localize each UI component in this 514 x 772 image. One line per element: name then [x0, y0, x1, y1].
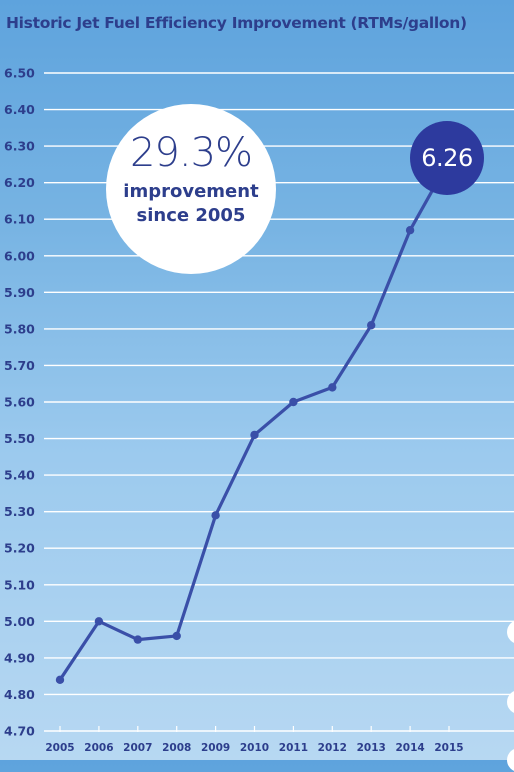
improvement-text-line1: improvement: [123, 181, 259, 202]
y-tick-label: 6.30: [4, 139, 35, 154]
decorative-circle: [507, 620, 514, 644]
data-point: [328, 383, 337, 392]
x-tick-label: 2006: [84, 742, 113, 754]
y-tick-label: 6.40: [4, 102, 35, 117]
data-point: [289, 397, 298, 407]
x-tick-label: 2011: [279, 742, 308, 754]
y-tick-label: 5.30: [4, 504, 35, 519]
chart-title: Historic Jet Fuel Efficiency Improvement…: [6, 14, 467, 32]
improvement-text-line2: since 2005: [136, 205, 246, 226]
x-axis-ticks: 2005 2006 2007 2008 2009 2010 2011 2012 2013 2014…: [45, 726, 464, 754]
x-tick-label: 2009: [201, 742, 230, 754]
y-tick-label: 5.10: [4, 577, 35, 592]
data-point: [250, 430, 259, 440]
data-point: [405, 225, 415, 235]
y-tick-label: 4.90: [4, 650, 35, 665]
data-point: [55, 675, 65, 685]
y-tick-label: 4.70: [4, 724, 35, 739]
x-tick-label: 2013: [357, 742, 386, 754]
improvement-text: improvement since 2005: [106, 180, 276, 228]
y-tick-label: 5.50: [4, 431, 35, 446]
x-tick-label: 2007: [123, 742, 152, 754]
data-point: [172, 631, 181, 641]
y-tick-label: 5.00: [4, 614, 35, 629]
y-tick-label: 5.20: [4, 541, 35, 556]
x-tick-label: 2015: [434, 742, 463, 754]
y-tick-label: 5.90: [4, 285, 35, 300]
end-value-bubble: 6.26: [410, 121, 484, 195]
x-tick-label: 2012: [318, 742, 347, 754]
x-tick-label: 2014: [395, 742, 424, 754]
improvement-percent: 29.3%: [129, 130, 253, 176]
series-line: [55, 159, 451, 685]
y-tick-label: 6.10: [4, 212, 35, 227]
y-tick-label: 5.60: [4, 395, 35, 410]
y-axis-ticks: 4.70 4.80 4.90 5.00 5.10 5.20 5.30 5.40 5.50 5.60…: [4, 66, 35, 739]
y-tick-label: 6.20: [4, 175, 35, 190]
x-tick-label: 2005: [45, 742, 74, 754]
x-tick-label: 2008: [162, 742, 191, 754]
data-point: [133, 635, 142, 644]
y-tick-label: 4.80: [4, 687, 35, 702]
data-point: [94, 617, 104, 626]
y-tick-label: 5.70: [4, 358, 35, 373]
data-point: [367, 321, 376, 330]
y-tick-label: 6.50: [4, 66, 35, 81]
improvement-callout: 29.3% improvement since 2005: [106, 104, 276, 274]
y-tick-label: 5.80: [4, 321, 35, 336]
x-tick-label: 2010: [240, 742, 269, 754]
decorative-circle: [507, 690, 514, 714]
y-tick-label: 5.40: [4, 468, 35, 483]
data-point: [211, 511, 220, 520]
y-tick-label: 6.00: [4, 248, 35, 263]
